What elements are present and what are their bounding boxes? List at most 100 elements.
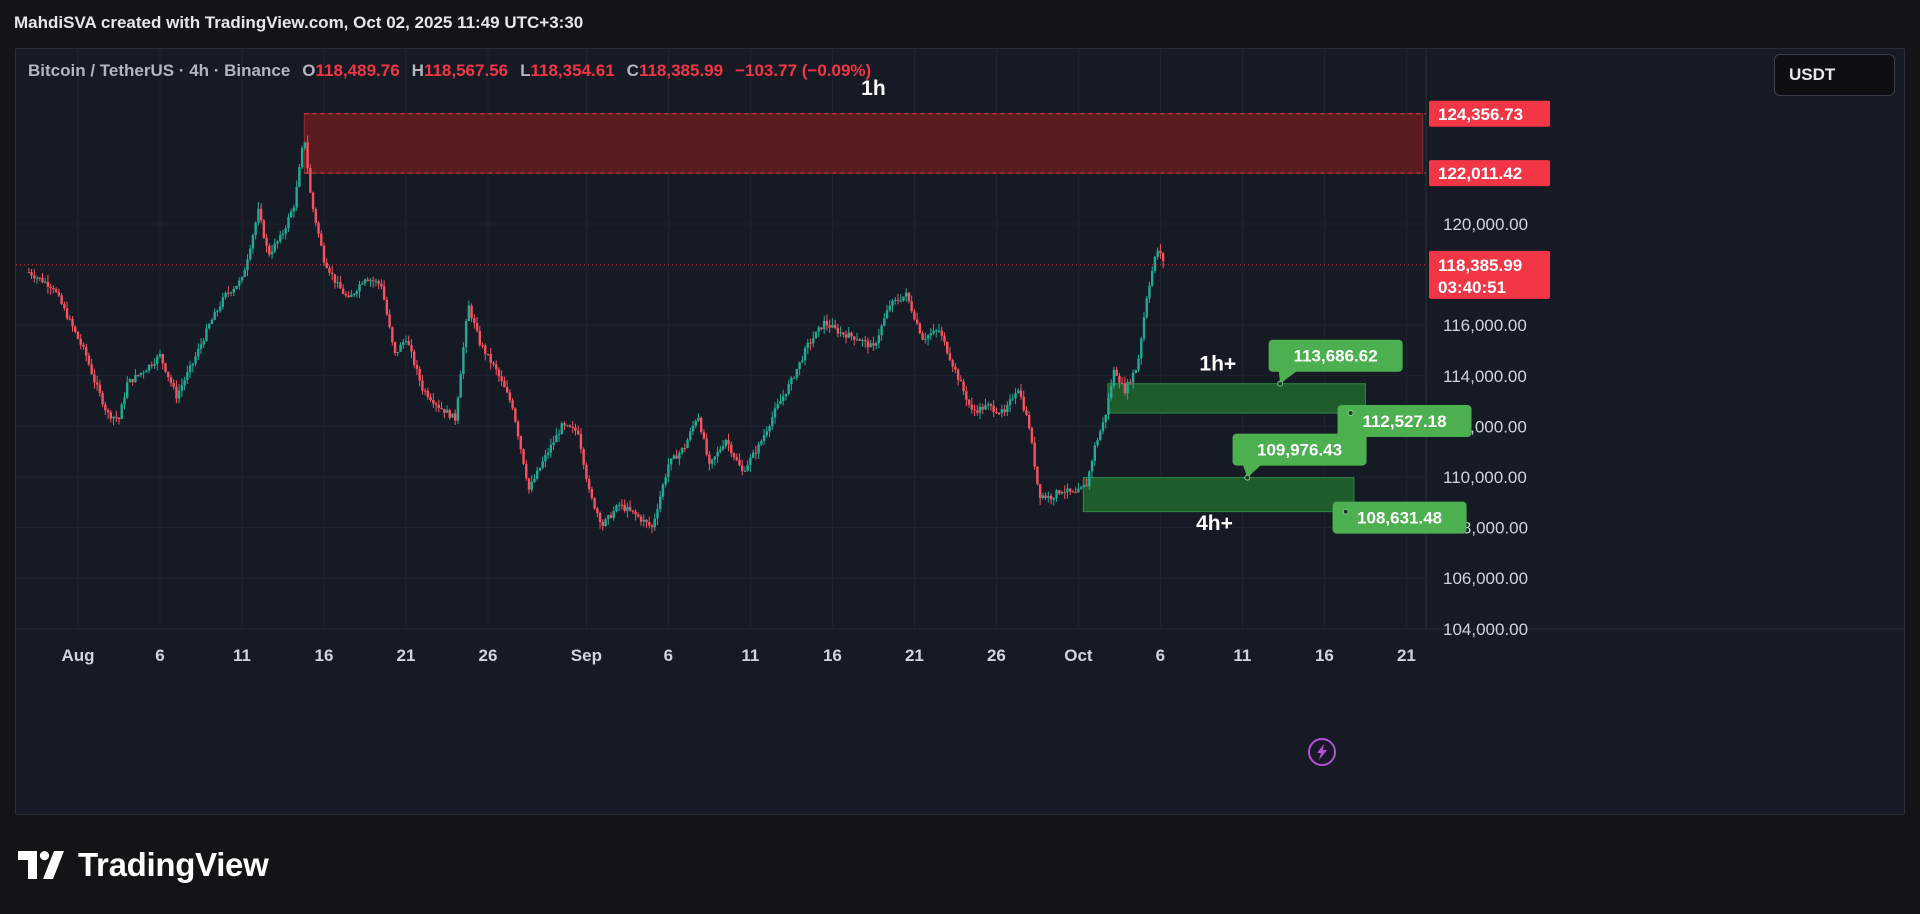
currency-button[interactable]: USDT: [1774, 54, 1895, 96]
candle: [46, 281, 50, 287]
attribution-bar: MahdiSVA created with TradingView.com, O…: [0, 0, 1920, 46]
candle: [951, 360, 954, 367]
x-tick-label: 11: [741, 646, 759, 665]
x-tick-label: 21: [905, 646, 924, 665]
x-tick-label: 6: [155, 646, 164, 665]
symbol-label[interactable]: Bitcoin / TetherUS · 4h · Binance: [28, 61, 291, 80]
candle: [864, 340, 867, 342]
candle: [702, 432, 706, 439]
candle: [847, 332, 850, 338]
candle: [760, 441, 763, 445]
candle: [946, 342, 949, 354]
candle: [432, 399, 435, 404]
candle: [546, 452, 550, 455]
candle: [823, 320, 826, 330]
candle: [426, 390, 430, 398]
x-tick-label: 21: [397, 646, 416, 665]
candle: [101, 392, 104, 405]
candle: [87, 355, 91, 365]
candle: [552, 442, 555, 445]
candle: [626, 507, 629, 511]
candle: [1022, 396, 1025, 411]
candle: [661, 484, 665, 497]
candle: [544, 454, 547, 462]
candle: [631, 510, 635, 512]
candle: [935, 330, 938, 332]
candle: [618, 504, 621, 506]
candle: [675, 455, 678, 459]
candle: [295, 186, 298, 208]
candle: [746, 465, 749, 471]
candle: [1041, 495, 1045, 498]
candle: [177, 390, 181, 399]
y-tick-label: 106,000.00: [1443, 569, 1528, 588]
candle: [331, 272, 334, 275]
candle: [257, 208, 260, 223]
candle: [842, 332, 845, 335]
candle: [117, 417, 121, 420]
candle: [484, 345, 487, 354]
candle: [246, 259, 249, 271]
candle: [954, 366, 957, 370]
candle: [645, 519, 648, 523]
callout-text: 113,686.62: [1294, 347, 1378, 366]
callout-box: [1232, 433, 1367, 466]
candle: [377, 281, 380, 284]
candle: [883, 318, 886, 326]
candle: [306, 142, 309, 169]
candle: [30, 272, 33, 276]
candle: [112, 416, 115, 419]
candle: [1074, 491, 1077, 493]
candle: [437, 404, 440, 408]
candle: [208, 324, 211, 329]
candle: [167, 371, 170, 378]
x-tick-label: 11: [233, 646, 251, 665]
candle: [169, 377, 173, 383]
candle: [705, 438, 708, 455]
candle: [664, 477, 667, 485]
tradingview-footer[interactable]: TradingView: [18, 846, 269, 883]
candle: [642, 519, 645, 522]
chart-panel[interactable]: 1h 1h+ 4h+ 120,000.00 116,000.00 114,000.00 1…: [15, 48, 1905, 815]
candle: [481, 345, 484, 347]
candle: [268, 245, 271, 255]
candle: [202, 340, 205, 345]
y-tick-label: 114,000.00: [1443, 367, 1527, 386]
candle: [976, 410, 979, 413]
candle: [836, 327, 840, 334]
candle: [276, 241, 279, 244]
candle: [464, 320, 468, 348]
candle: [448, 410, 451, 418]
candle: [161, 354, 164, 364]
candle: [372, 280, 375, 282]
candle: [962, 381, 965, 392]
candle: [322, 245, 326, 263]
candle: [623, 504, 626, 511]
candle: [194, 356, 197, 364]
candle: [44, 281, 47, 283]
candle: [396, 351, 399, 354]
candle: [57, 291, 61, 296]
candle: [1047, 495, 1050, 498]
candle: [571, 426, 574, 428]
candle: [350, 294, 353, 297]
candle: [680, 447, 684, 453]
candle: [317, 222, 320, 234]
zone-annotation: 1h: [861, 77, 886, 100]
axis-price-text: 124,356.73: [1438, 105, 1523, 124]
high-value: 118,567.56: [423, 61, 509, 80]
candle: [1019, 390, 1023, 397]
candle: [694, 420, 697, 426]
candle: [380, 283, 383, 287]
candle: [708, 454, 711, 464]
candle: [500, 376, 503, 381]
lightning-icon[interactable]: [1308, 738, 1336, 766]
x-tick-label: 6: [1156, 646, 1165, 665]
callout-box: [1337, 405, 1472, 438]
candle: [309, 168, 312, 193]
support-zone: [1107, 383, 1366, 414]
candle: [470, 305, 473, 319]
x-tick-label: 16: [315, 646, 334, 665]
candle: [869, 343, 872, 348]
